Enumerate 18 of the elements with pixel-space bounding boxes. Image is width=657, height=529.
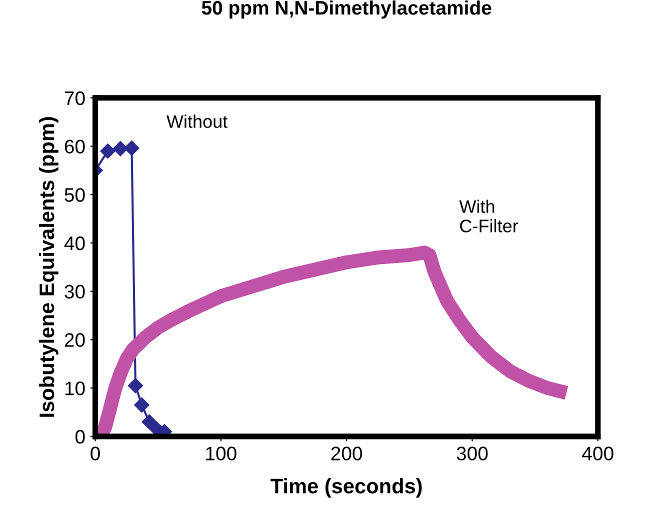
chart-title: 50 ppm N,N-Dimethylacetamide <box>202 0 492 19</box>
y-tick-label: 60 <box>64 140 85 154</box>
y-tick-label: 20 <box>64 333 85 347</box>
x-tick-label: 400 <box>582 446 614 460</box>
x-tick-label: 200 <box>331 446 362 460</box>
y-tick-label: 30 <box>64 284 85 299</box>
text: With C-Filter <box>459 200 518 232</box>
y-tick-label: 70 <box>64 91 85 106</box>
x-tick-label: 300 <box>456 446 488 460</box>
y-tick-label: 0 <box>75 430 85 444</box>
y-tick-label: 50 <box>64 188 85 202</box>
x-axis-title: Time (seconds) <box>270 478 422 498</box>
x-tick-label: 0 <box>90 446 100 460</box>
series-label: Without <box>166 114 228 128</box>
y-axis-title: Isobutylene Equivalents (ppm) <box>38 117 58 417</box>
x-tick-label: 100 <box>206 446 236 460</box>
y-tick-label: 10 <box>65 382 85 396</box>
y-tick-label: 40 <box>64 236 85 250</box>
